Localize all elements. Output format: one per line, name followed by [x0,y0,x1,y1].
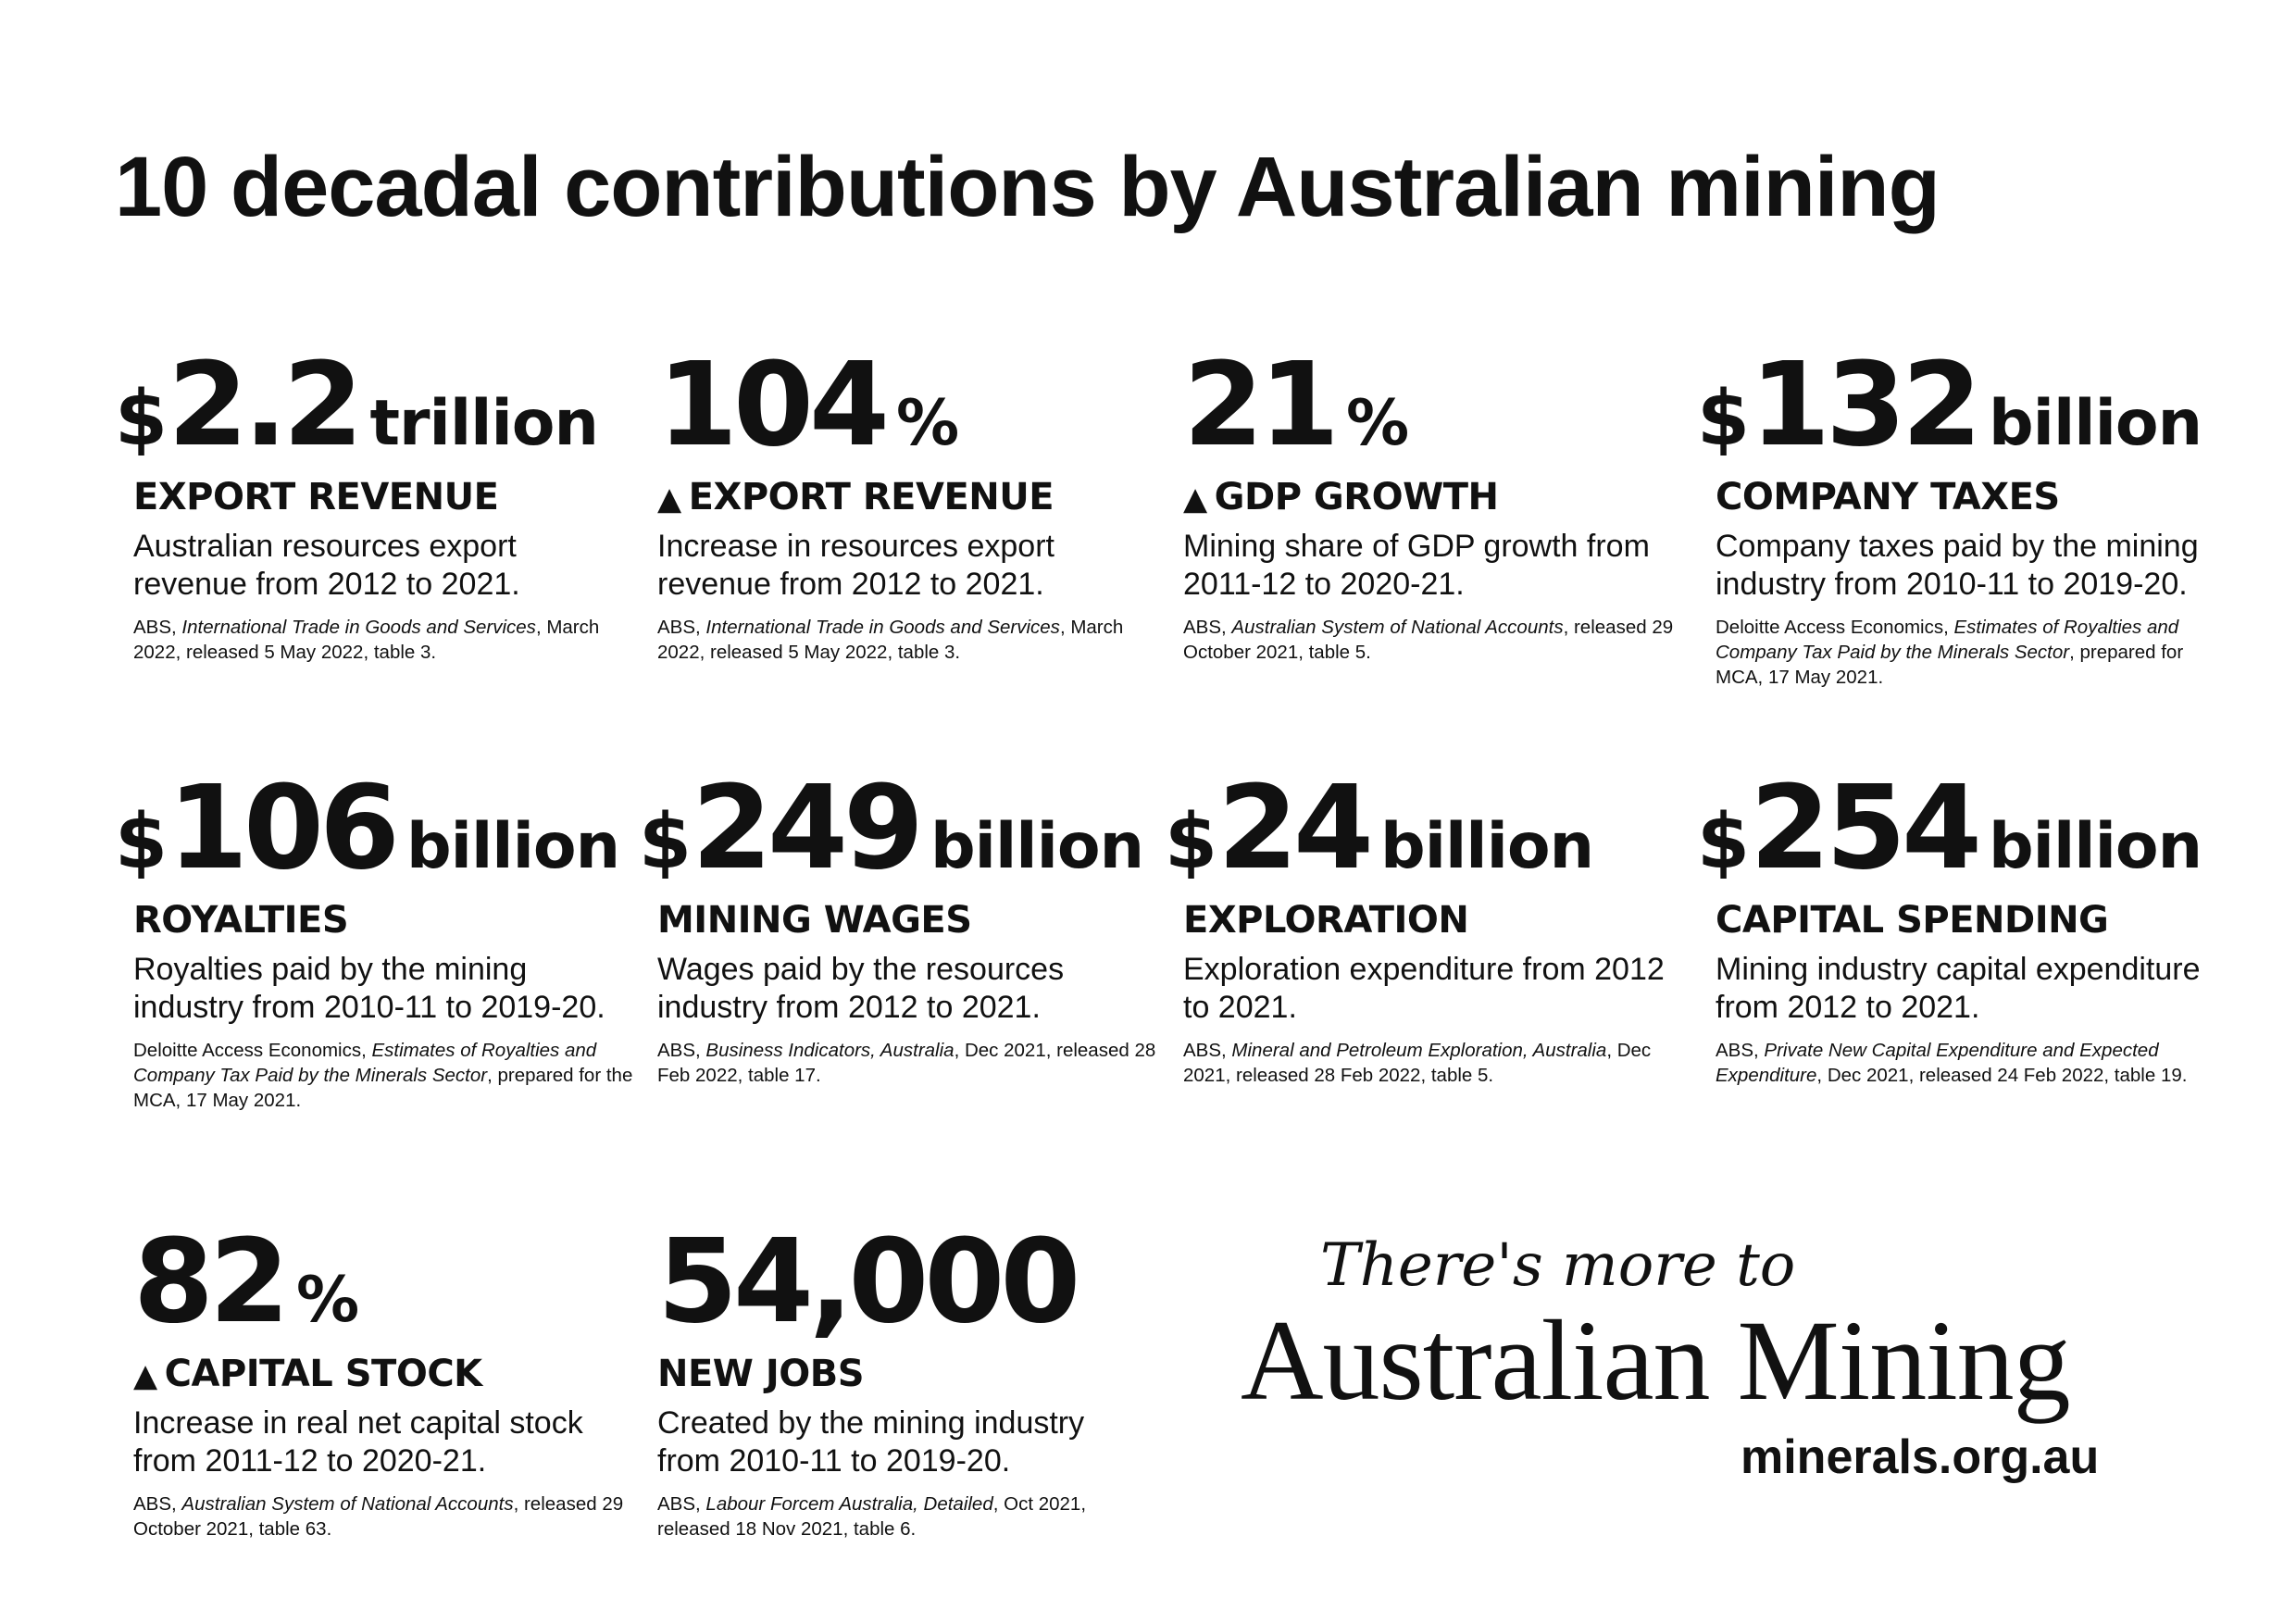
brand-block: There's more to Australian Mining minera… [1241,1231,2203,1485]
stat-description: Exploration expenditure from 2012 to 202… [1183,952,1665,1025]
stat-description: Company taxes paid by the mining industr… [1716,529,2199,602]
stat-description: Australian resources export revenue from… [133,529,520,602]
stat-source: ABS, Australian System of National Accou… [1183,617,1674,663]
stat-capital-stock: 82% ▲ CAPITAL STOCK Increase in real net … [115,1224,633,1541]
stat-description: Mining industry capital expenditure from… [1716,952,2201,1025]
stat-figure: $2.2 trillion [115,338,599,472]
stat-capital-spending: $254 billion CAPITAL SPENDING Mining indu… [1697,770,2215,1088]
stat-label: EXPORT REVENUE [133,476,499,518]
stat-description: Mining share of GDP growth from 2011-12 … [1183,529,1650,602]
stat-export-revenue-increase: 104% ▲ EXPORT REVENUE Increase in resourc… [639,347,1157,665]
stat-description: Royalties paid by the mining industry fr… [133,952,605,1025]
stat-label: ROYALTIES [133,899,349,942]
stat-source: Deloitte Access Economics, Estimates of … [133,1040,633,1111]
stat-gdp-growth: 21% ▲ GDP GROWTH Mining share of GDP grow… [1165,347,1683,665]
stat-label: EXPLORATION [1183,899,1469,942]
up-arrow-icon: ▲ [133,1357,157,1394]
stat-new-jobs: 54,000 NEW JOBS Created by the mining in… [639,1224,1157,1541]
up-arrow-icon: ▲ [1183,481,1207,518]
stat-source: ABS, Labour Forcem Australia, Detailed, … [657,1493,1087,1540]
stat-label: CAPITAL SPENDING [1716,899,2109,942]
stat-label: ▲ EXPORT REVENUE [657,476,1054,518]
brand-wordmark: Australian Mining [1241,1297,2071,1424]
stat-label: MINING WAGES [657,899,972,942]
stat-figure: 21% [1183,338,1409,472]
stat-figure: 82% [133,1215,359,1349]
brand-tagline: There's more to [1320,1231,1796,1300]
stat-figure: $24 billion [1165,761,1594,895]
stat-source: ABS, Australian System of National Accou… [133,1493,624,1540]
stat-figure: $254 billion [1697,761,2202,895]
stat-source: ABS, International Trade in Goods and Se… [657,617,1124,663]
stat-description: Increase in real net capital stock from … [133,1405,583,1479]
stat-figure: 54,000 [657,1215,1080,1349]
stat-source: ABS, Private New Capital Expenditure and… [1716,1040,2188,1086]
stat-label: ▲ GDP GROWTH [1183,476,1499,518]
stat-exploration: $24 billion EXPLORATION Exploration expen… [1165,770,1683,1088]
page-title: 10 decadal contributions by Australian m… [115,140,1940,234]
stat-source: Deloitte Access Economics, Estimates of … [1716,617,2184,688]
up-arrow-icon: ▲ [657,481,681,518]
stat-source: ABS, Business Indicators, Australia, Dec… [657,1040,1156,1086]
stat-description: Increase in resources export revenue fro… [657,529,1054,602]
stat-figure: 104% [657,338,959,472]
stat-figure: $132 billion [1697,338,2202,472]
stat-label: ▲ CAPITAL STOCK [133,1353,482,1395]
stat-source: ABS, International Trade in Goods and Se… [133,617,600,663]
stat-mining-wages: $249 billion MINING WAGES Wages paid by t… [639,770,1157,1088]
stat-description: Wages paid by the resources industry fro… [657,952,1065,1025]
stat-description: Created by the mining industry from 2010… [657,1405,1085,1479]
stat-figure: $106 billion [115,761,620,895]
stat-company-taxes: $132 billion COMPANY TAXES Company taxes … [1697,347,2215,690]
website-link[interactable]: minerals.org.au [1741,1430,2100,1484]
stat-figure: $249 billion [639,761,1144,895]
stat-royalties: $106 billion ROYALTIES Royalties paid by … [115,770,633,1113]
stat-source: ABS, Mineral and Petroleum Exploration, … [1183,1040,1652,1086]
stat-label: COMPANY TAXES [1716,476,2060,518]
stat-label: NEW JOBS [657,1353,865,1395]
stat-export-revenue: $2.2 trillion EXPORT REVENUE Australian r… [115,347,633,665]
